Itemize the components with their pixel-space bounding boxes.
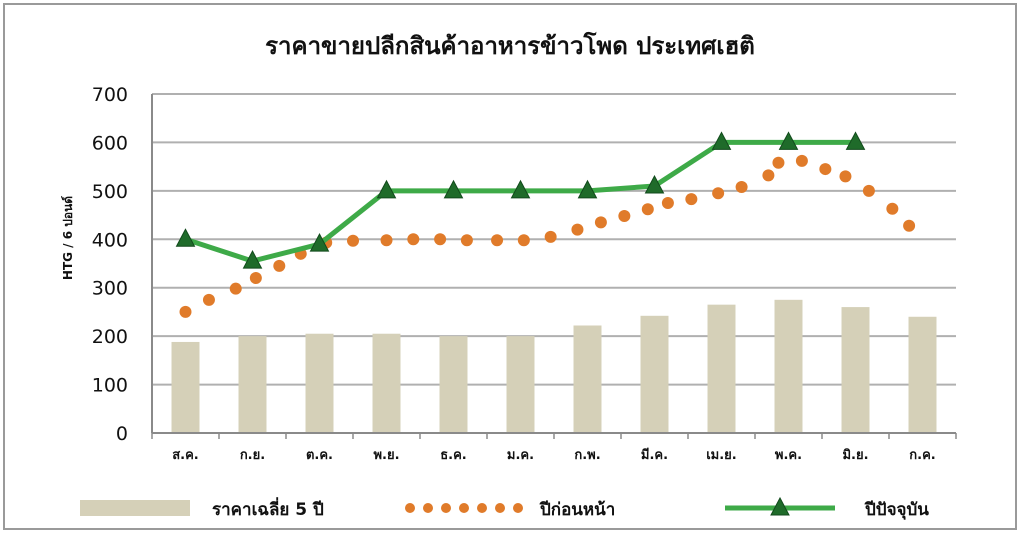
- previous-year-point: [594, 216, 607, 229]
- previous-year-point: [795, 154, 808, 167]
- bar: [640, 315, 669, 433]
- current-year-point: [778, 131, 799, 150]
- previous-year-point: [273, 259, 286, 272]
- legend-swatch-previous-dot: [405, 503, 415, 513]
- y-tick-label: 300: [92, 278, 128, 300]
- previous-year-point: [735, 180, 748, 193]
- x-tick-label: ก.ย.: [240, 448, 265, 463]
- current-year-point: [711, 131, 732, 150]
- bar: [908, 316, 937, 433]
- x-tick-label: มิ.ย.: [842, 448, 868, 463]
- x-tick-label: เม.ย.: [706, 448, 737, 463]
- previous-year-point: [434, 233, 447, 246]
- bar: [573, 325, 602, 433]
- previous-year-point: [618, 210, 631, 223]
- bar: [171, 341, 200, 433]
- x-tick-label: พ.ย.: [373, 448, 399, 463]
- previous-year-point: [903, 219, 916, 232]
- previous-year-point: [685, 193, 698, 206]
- bar: [372, 333, 401, 433]
- y-tick-label: 0: [116, 423, 128, 445]
- current-year-point: [309, 233, 330, 252]
- x-tick-label: ก.พ.: [574, 448, 600, 463]
- current-year-point: [644, 174, 665, 194]
- current-year-point: [242, 250, 263, 269]
- bar: [841, 307, 870, 433]
- previous-year-point: [862, 184, 875, 197]
- current-year-point: [376, 179, 397, 199]
- x-tick-label: ก.ค.: [909, 448, 935, 463]
- previous-year-point: [249, 272, 262, 285]
- previous-year-point: [819, 163, 832, 176]
- previous-year-point: [179, 305, 192, 318]
- legend-label-average: ราคาเฉลี่ย 5 ปี: [212, 497, 324, 520]
- legend-swatch-previous-dot: [423, 503, 433, 513]
- chart-frame: [3, 3, 1017, 530]
- previous-year-point: [571, 223, 584, 236]
- legend-swatch-previous-dot: [459, 503, 469, 513]
- previous-year-point: [380, 234, 393, 247]
- previous-year-point: [886, 202, 899, 215]
- x-tick-label: ม.ค.: [507, 448, 534, 463]
- legend-swatch-average: [80, 500, 190, 516]
- previous-year-point: [491, 234, 504, 247]
- bar: [774, 299, 803, 433]
- x-tick-label: ธ.ค.: [440, 448, 467, 463]
- bar: [506, 336, 535, 433]
- previous-year-point: [202, 293, 215, 306]
- current-year-series: [175, 131, 866, 269]
- legend-label-previous: ปีก่อนหน้า: [539, 499, 615, 520]
- y-tick-label: 100: [92, 375, 128, 397]
- legend-swatch-previous-dot: [477, 503, 487, 513]
- bar: [439, 336, 468, 433]
- chart-title: ราคาขายปลีกสินค้าอาหารข้าวโพด ประเทศเฮติ: [265, 31, 755, 60]
- previous-year-point: [544, 230, 557, 243]
- bar-series: [171, 299, 937, 433]
- legend-swatch-previous-dot: [495, 503, 505, 513]
- previous-year-point: [460, 234, 473, 247]
- legend-swatch-previous-dot: [513, 503, 523, 513]
- y-tick-label: 500: [92, 181, 128, 203]
- current-year-point: [510, 179, 531, 199]
- y-tick-label: 400: [92, 229, 128, 251]
- previous-year-point: [641, 203, 654, 216]
- bar: [238, 336, 267, 433]
- previous-year-point: [407, 233, 420, 246]
- bar: [707, 304, 736, 433]
- previous-year-series: [179, 154, 916, 318]
- previous-year-point: [772, 156, 785, 169]
- y-tick-label: 600: [92, 132, 128, 154]
- legend-swatch-current-marker: [770, 496, 790, 516]
- previous-year-point: [762, 169, 775, 182]
- current-year-point: [443, 179, 464, 199]
- legend-label-current: ปีปัจจุบัน: [864, 499, 929, 520]
- current-year-point: [175, 228, 196, 247]
- y-axis-label: HTG / 6 ปอนด์: [61, 196, 75, 280]
- x-tick-label: มี.ค.: [641, 447, 668, 463]
- previous-year-point: [347, 234, 359, 247]
- current-year-point: [845, 131, 866, 150]
- bar: [305, 333, 334, 433]
- y-tick-label: 700: [92, 84, 128, 106]
- previous-year-point: [839, 170, 852, 183]
- x-tick-label: ต.ค.: [306, 448, 333, 463]
- current-year-point: [577, 179, 598, 199]
- previous-year-point: [661, 196, 674, 209]
- y-tick-label: 200: [92, 326, 128, 348]
- x-tick-label: ส.ค.: [172, 448, 199, 463]
- previous-year-point: [229, 282, 242, 295]
- legend-swatch-previous-dot: [441, 503, 451, 513]
- previous-year-point: [712, 187, 725, 200]
- axes: 0 100 200 300 400 500 600 700 ส.ค. ก.ย. ต.ค. พ.ย. ธ.…: [92, 84, 957, 463]
- x-tick-label: พ.ค.: [775, 448, 802, 463]
- previous-year-point: [517, 234, 530, 247]
- legend: ราคาเฉลี่ย 5 ปี ปีก่อนหน้า ปีปัจจุบัน: [80, 496, 929, 520]
